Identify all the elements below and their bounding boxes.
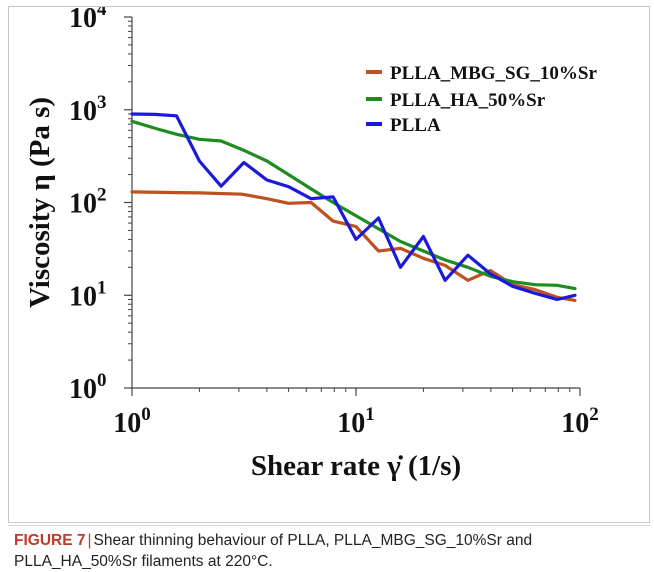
series-line-2 [130,119,577,291]
x-axis-title: Shear rate γ̇ (1/s) [251,450,461,482]
x-tick-label: 101 [337,404,375,439]
caption-text: Shear thinning behaviour of PLLA, PLLA_M… [14,532,533,570]
caption-label: FIGURE 7 [14,532,86,549]
legend-label: PLLA_MBG_SG_10%Sr [390,63,597,84]
series-line-3 [130,112,577,302]
y-tick-label: 102 [69,185,107,220]
figure-caption: FIGURE 7 | Shear thinning behaviour of PLL… [14,530,644,572]
viscosity-chart: 100 101 102 100 101 102 103 104 Shear rate γ̇ (1… [24,7,599,482]
y-tick-label: 101 [69,277,107,312]
y-tick-label: 103 [69,92,107,127]
caption-divider [8,525,650,526]
caption-separator: | [87,532,92,549]
figure-frame: 100 101 102 100 101 102 103 104 Shear rate γ̇ (1… [8,6,650,523]
y-tick-label: 104 [69,7,107,34]
x-tick-label: 100 [113,404,151,439]
y-tick-label: 100 [69,370,107,405]
y-axis-title: Viscosity η (Pa s) [24,97,56,308]
legend-label: PLLA_HA_50%Sr [390,90,546,111]
x-tick-label: 102 [561,404,599,439]
legend-label: PLLA [390,115,441,136]
